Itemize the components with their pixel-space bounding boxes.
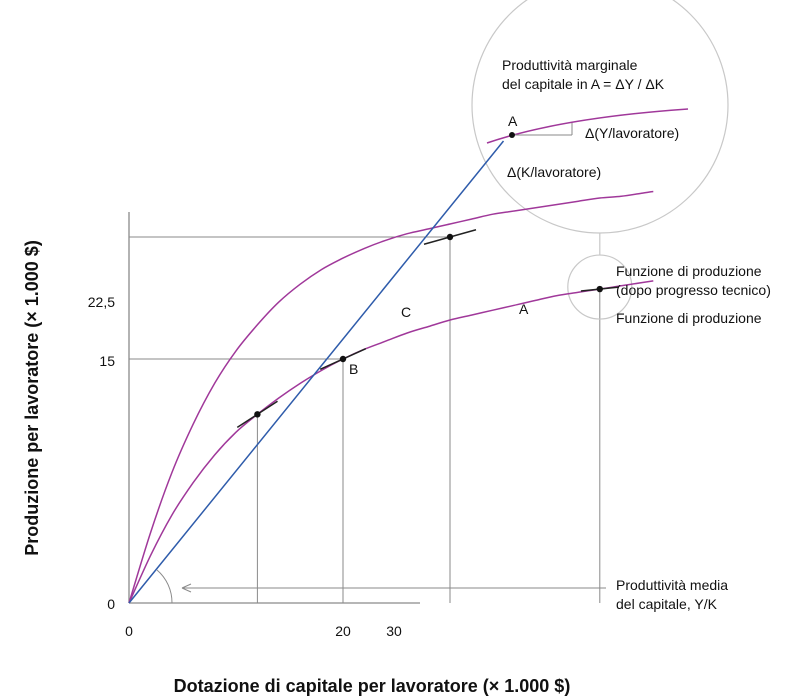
- avg-product-label-line1: Produttività media: [616, 577, 728, 593]
- annotation-arrowhead: [181, 583, 192, 593]
- point-label-b: B: [349, 361, 358, 377]
- avg-product-label-line2: del capitale, Y/K: [616, 596, 718, 612]
- average-product-ray-line: [128, 140, 505, 604]
- y-tick-label: 0: [107, 596, 115, 612]
- magnifier-inset-circle: [471, 0, 729, 234]
- production-function-after-tech-line: [128, 190, 654, 604]
- inset-point-a: [509, 132, 515, 138]
- x-axis-label: Dotazione di capitale per lavoratore (× …: [174, 676, 571, 696]
- angle-arc: [156, 569, 173, 604]
- inset-dx-label: Δ(K/lavoratore): [507, 164, 601, 180]
- magnifier: [471, 0, 729, 320]
- production-label: Funzione di produzione: [616, 310, 762, 326]
- after-tech-label-line2: (dopo progresso tecnico): [616, 282, 771, 298]
- inset-curve: [486, 108, 689, 144]
- production-function-line: [128, 280, 654, 604]
- point-unlabeled: [254, 411, 261, 418]
- point-label-a: A: [519, 301, 529, 317]
- point-c: [446, 233, 454, 241]
- after-tech-label-line1: Funzione di produzione: [616, 263, 762, 279]
- x-tick-label: 30: [386, 623, 402, 639]
- y-axis-label: Produzione per lavoratore (× 1.000 $): [22, 240, 42, 556]
- y-tick-label: 22,5: [88, 294, 115, 310]
- point-label-c: C: [401, 304, 411, 320]
- x-tick-label: 20: [335, 623, 351, 639]
- magnifier-small-circle: [567, 254, 633, 320]
- series-lines: [128, 140, 654, 604]
- point-b: [339, 355, 347, 363]
- x-tick-label: 0: [125, 623, 133, 639]
- inset-title-line1: Produttività marginale: [502, 57, 638, 73]
- data-points: [254, 233, 603, 418]
- inset-point-label: A: [508, 113, 518, 129]
- inset-title-line2: del capitale in A = ΔY / ΔK: [502, 76, 665, 92]
- point-a: [596, 285, 603, 293]
- axes: [128, 212, 606, 604]
- y-tick-label: 15: [99, 353, 115, 369]
- guide-lines: [129, 236, 601, 603]
- inset-dy-label: Δ(Y/lavoratore): [585, 125, 679, 141]
